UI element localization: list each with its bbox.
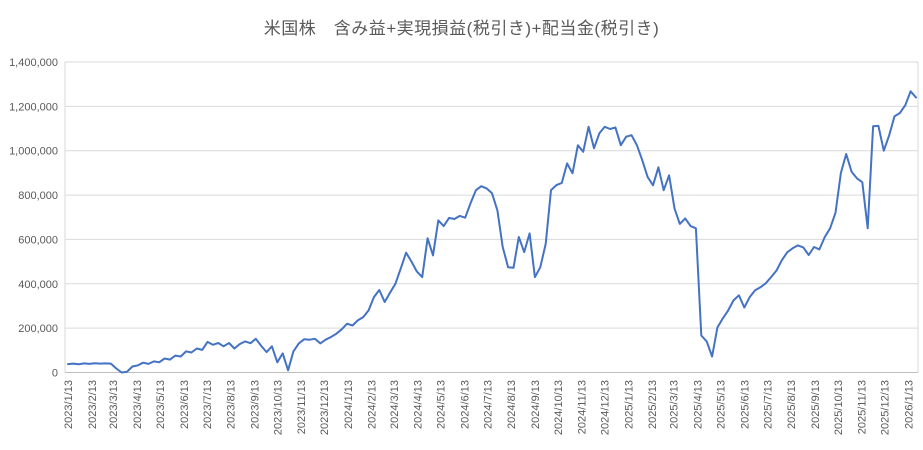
y-axis-label: 1,000,000 — [9, 146, 58, 158]
x-axis-label: 2025/12/13 — [880, 380, 892, 435]
x-axis-label: 2024/3/13 — [389, 380, 401, 429]
y-axis-label: 1,400,000 — [9, 57, 58, 69]
y-axis-label: 400,000 — [18, 279, 58, 291]
x-axis-label: 2025/11/13 — [857, 380, 869, 434]
x-axis-label: 2024/9/13 — [530, 380, 542, 429]
x-axis-label: 2023/4/13 — [132, 380, 144, 429]
x-axis-label: 2024/1/13 — [343, 380, 355, 429]
x-axis-label: 2024/7/13 — [482, 380, 494, 429]
x-axis-label: 2024/11/13 — [577, 380, 589, 434]
x-axis-label: 2026/1/13 — [903, 380, 915, 429]
x-axis-label: 2025/7/13 — [762, 380, 774, 429]
x-axis-label: 2023/12/13 — [319, 380, 331, 435]
x-axis-label: 2024/6/13 — [459, 380, 471, 429]
x-axis-label: 2024/8/13 — [506, 380, 518, 429]
y-axis-label: 800,000 — [18, 190, 58, 202]
x-axis-label: 2024/5/13 — [436, 380, 448, 429]
y-axis-label: 0 — [52, 368, 58, 380]
x-axis-label: 2023/9/13 — [249, 380, 261, 429]
x-axis-label: 2023/8/13 — [226, 380, 238, 429]
x-axis-label: 2023/6/13 — [179, 380, 191, 429]
y-axis-label: 600,000 — [18, 234, 58, 246]
x-axis-label: 2023/3/13 — [108, 380, 120, 429]
x-axis-label: 2023/7/13 — [202, 380, 214, 429]
x-axis-label: 2025/9/13 — [810, 380, 822, 429]
x-axis-label: 2023/1/13 — [63, 380, 75, 429]
x-axis-label: 2025/3/13 — [669, 380, 681, 429]
series-line — [67, 90, 917, 374]
x-axis-label: 2024/2/13 — [367, 380, 379, 429]
x-axis-label: 2025/6/13 — [739, 380, 751, 429]
x-axis-label: 2025/8/13 — [786, 380, 798, 429]
y-axis-label: 1,200,000 — [9, 101, 58, 113]
x-axis-label: 2023/11/13 — [296, 380, 308, 434]
x-axis-label: 2024/10/13 — [553, 380, 565, 435]
x-axis-label: 2025/1/13 — [623, 380, 635, 429]
x-axis-label: 2025/10/13 — [833, 380, 845, 435]
y-axis-label: 200,000 — [18, 323, 58, 335]
chart-title: 米国株 含み益+実現損益(税引き)+配当金(税引き) — [263, 19, 660, 38]
x-axis-label: 2024/12/13 — [600, 380, 612, 435]
x-axis-label: 2023/5/13 — [155, 380, 167, 429]
x-axis-label: 2025/4/13 — [692, 380, 704, 429]
x-axis-label: 2025/2/13 — [647, 380, 659, 429]
x-axis-label: 2023/10/13 — [272, 380, 284, 435]
x-axis-label: 2023/2/13 — [87, 380, 99, 429]
x-axis-label: 2025/5/13 — [715, 380, 727, 429]
x-axis-label: 2024/4/13 — [413, 380, 425, 429]
